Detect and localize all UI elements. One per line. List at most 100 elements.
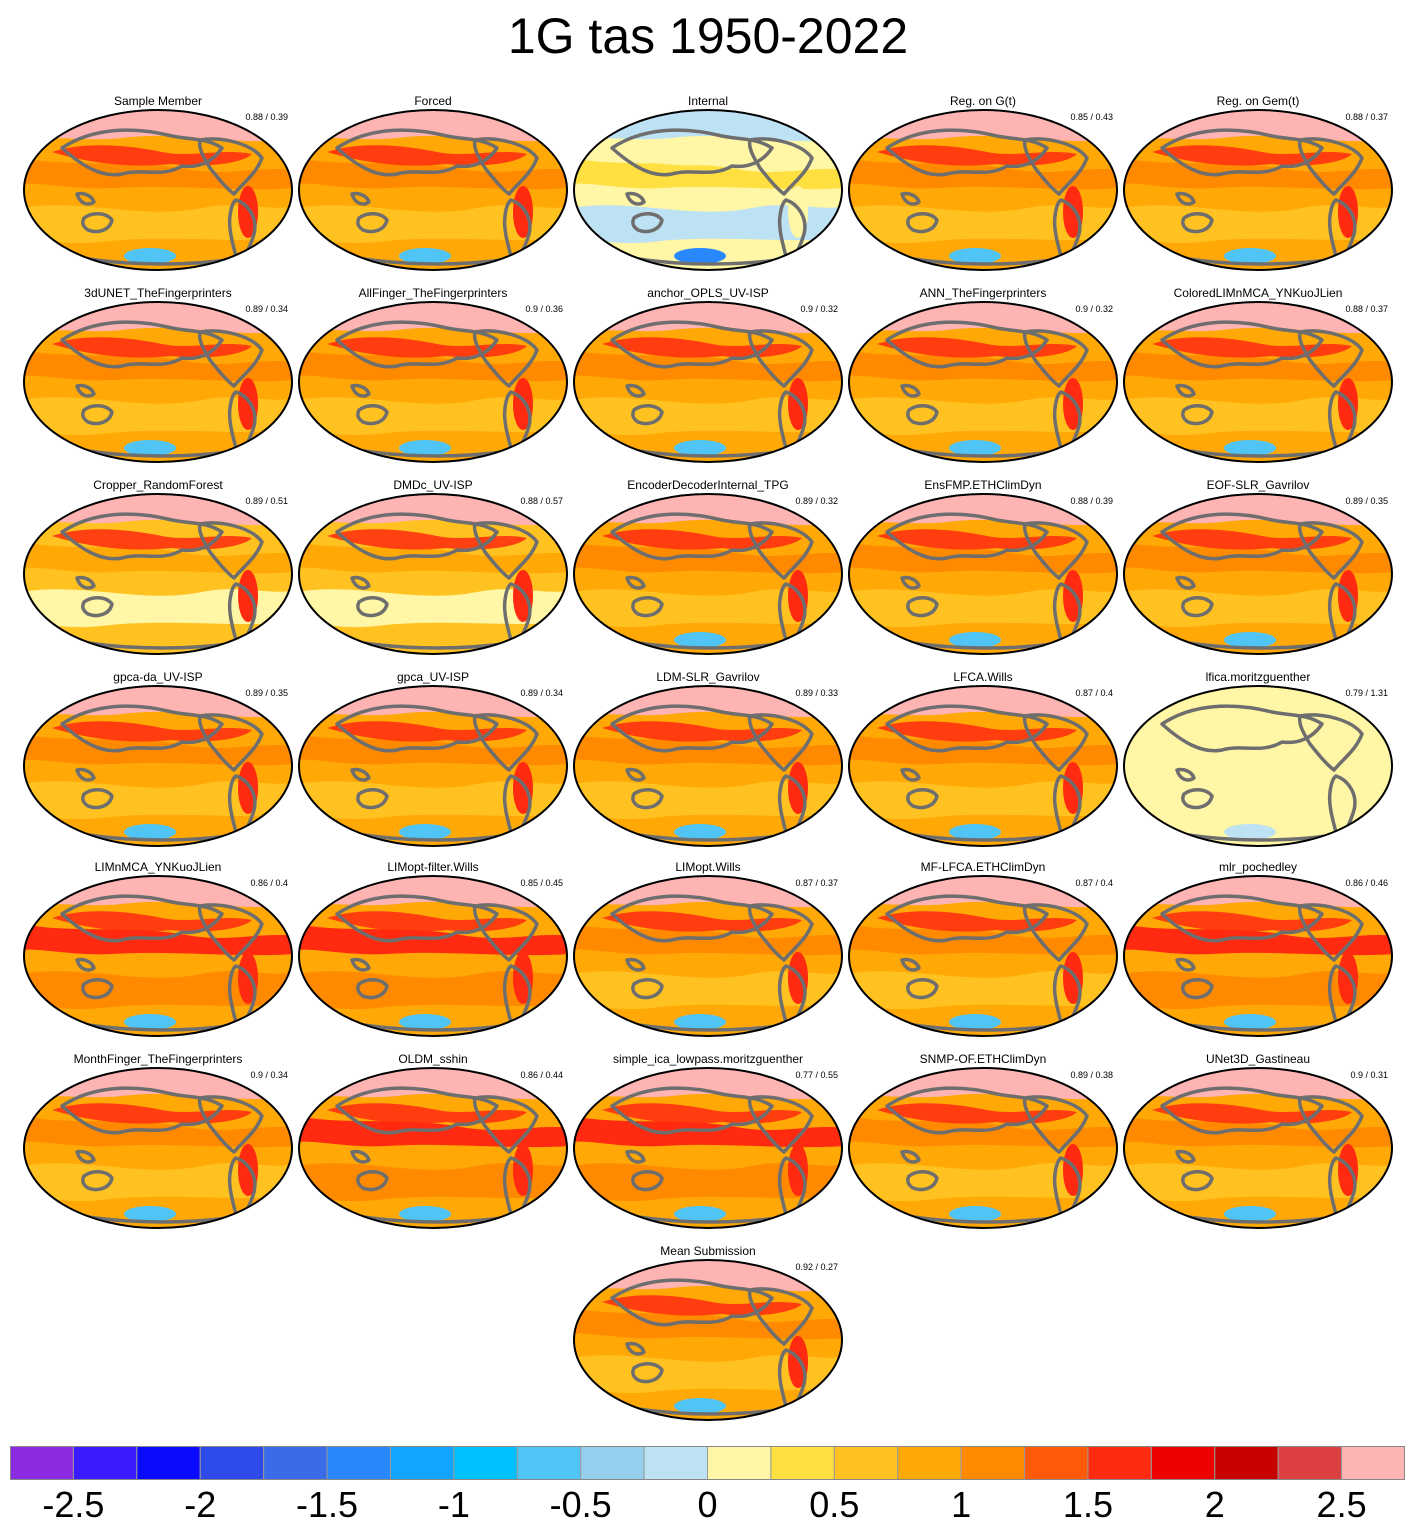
colorbar-swatch xyxy=(580,1446,645,1480)
map-panel: LFCA.Wills 0.87 / 0.4 xyxy=(847,670,1119,850)
map-image xyxy=(573,493,843,655)
colorbar-swatch xyxy=(136,1446,201,1480)
panel-score: 0.87 / 0.4 xyxy=(1075,688,1113,698)
map-panel: Mean Submission 0.92 / 0.27 xyxy=(572,1244,844,1424)
panel-score: 0.89 / 0.35 xyxy=(245,688,288,698)
map-panel: simple_ica_lowpass.moritzguenther 0.77 / … xyxy=(572,1052,844,1232)
map-image xyxy=(1123,109,1393,271)
map-image xyxy=(23,1067,293,1229)
colorbar-swatch xyxy=(1024,1446,1089,1480)
map-panel: gpca-da_UV-ISP 0.89 / 0.35 xyxy=(22,670,294,850)
colorbar-tick-label: -2 xyxy=(184,1484,217,1525)
map-panel: Internal xyxy=(572,94,844,274)
panel-title: Internal xyxy=(687,94,729,108)
colorbar-swatch xyxy=(833,1446,899,1480)
panel-title: Sample Member xyxy=(113,94,203,108)
map-image xyxy=(1123,875,1393,1037)
panel-title: Mean Submission xyxy=(660,1244,756,1258)
panel-title: LFCA.Wills xyxy=(953,670,1013,684)
colorbar-tick-label: 2 xyxy=(1204,1484,1225,1525)
colorbar xyxy=(10,1446,1405,1480)
map-image xyxy=(848,685,1118,847)
map-image xyxy=(298,875,568,1037)
panel-title: LIMnMCA_YNKuoJLien xyxy=(94,860,222,874)
map-image xyxy=(298,493,568,655)
colorbar-swatch xyxy=(1150,1446,1216,1480)
panel-title: DMDc_UV-ISP xyxy=(393,478,473,492)
panel-title: EnsFMP.ETHClimDyn xyxy=(924,478,1042,492)
colorbar-swatch xyxy=(199,1446,265,1480)
colorbar-swatch xyxy=(1341,1446,1405,1480)
colorbar-swatch xyxy=(516,1446,582,1480)
panel-score: 0.85 / 0.45 xyxy=(520,878,563,888)
map-image xyxy=(1123,301,1393,463)
panel-title: mlr_pochedley xyxy=(1218,860,1298,874)
panel-score: 0.85 / 0.43 xyxy=(1070,112,1113,122)
figure-title: 1G tas 1950-2022 xyxy=(507,8,909,64)
map-panel: LDM-SLR_Gavrilov 0.89 / 0.33 xyxy=(572,670,844,850)
panel-title: gpca-da_UV-ISP xyxy=(113,670,203,684)
map-image xyxy=(298,1067,568,1229)
map-panel: EOF-SLR_Gavrilov 0.89 / 0.35 xyxy=(1122,478,1394,658)
map-panel: Reg. on G(t) 0.85 / 0.43 xyxy=(847,94,1119,274)
panel-score: 0.9 / 0.32 xyxy=(800,304,838,314)
colorbar-labels: -2.5 -2 -1.5 -1 -0.5 0 0.5 1 1.5 2 2.5 xyxy=(0,1484,1416,1528)
panel-score: 0.88 / 0.37 xyxy=(1345,304,1388,314)
map-panel: DMDc_UV-ISP 0.88 / 0.57 xyxy=(297,478,569,658)
panel-title: Forced xyxy=(414,94,452,108)
colorbar-swatch xyxy=(10,1446,74,1480)
colorbar-swatch xyxy=(770,1446,835,1480)
panel-score: 0.77 / 0.55 xyxy=(795,1070,838,1080)
map-image xyxy=(298,109,568,271)
map-panel: ColoredLIMnMCA_YNKuoJLien 0.88 / 0.37 xyxy=(1122,286,1394,466)
map-panel: lfica.moritzguenther 0.79 / 1.31 xyxy=(1122,670,1394,850)
panel-score: 0.86 / 0.44 xyxy=(520,1070,563,1080)
panel-title: lfica.moritzguenther xyxy=(1205,670,1311,684)
map-image xyxy=(23,493,293,655)
map-panel: ANN_TheFingerprinters 0.9 / 0.32 xyxy=(847,286,1119,466)
panel-score: 0.92 / 0.27 xyxy=(795,1262,838,1272)
panel-score: 0.87 / 0.37 xyxy=(795,878,838,888)
map-panel: Reg. on Gem(t) 0.88 / 0.37 xyxy=(1122,94,1394,274)
panel-title: OLDM_sshin xyxy=(398,1052,468,1066)
panel-score: 0.9 / 0.31 xyxy=(1350,1070,1388,1080)
map-image xyxy=(1123,493,1393,655)
map-panel: LIMopt.Wills 0.87 / 0.37 xyxy=(572,860,844,1040)
colorbar-tick-label: -0.5 xyxy=(549,1484,612,1525)
colorbar-swatch xyxy=(1214,1446,1279,1480)
panel-title: anchor_OPLS_UV-ISP xyxy=(647,286,769,300)
map-image xyxy=(848,109,1118,271)
colorbar-tick-label: 1.5 xyxy=(1062,1484,1113,1525)
map-image xyxy=(23,301,293,463)
map-image xyxy=(573,301,843,463)
map-image xyxy=(848,493,1118,655)
panel-grid: Sample Member 0.88 / 0.39 Forced Internal Re… xyxy=(22,94,1394,1421)
map-panel: LIMopt-filter.Wills 0.85 / 0.45 xyxy=(297,860,569,1040)
map-image xyxy=(1123,1067,1393,1229)
colorbar-swatch xyxy=(326,1446,391,1480)
panel-score: 0.89 / 0.35 xyxy=(1345,496,1388,506)
panel-score: 0.9 / 0.36 xyxy=(525,304,563,314)
panel-score: 0.88 / 0.39 xyxy=(245,112,288,122)
panel-title: SNMP-OF.ETHClimDyn xyxy=(919,1052,1047,1066)
panel-title: LDM-SLR_Gavrilov xyxy=(656,670,760,684)
panel-title: LIMopt.Wills xyxy=(675,860,741,874)
panel-score: 0.89 / 0.34 xyxy=(520,688,563,698)
colorbar-swatch xyxy=(1277,1446,1343,1480)
map-panel: Forced xyxy=(297,94,569,274)
panel-title: ColoredLIMnMCA_YNKuoJLien xyxy=(1173,286,1343,300)
map-image xyxy=(573,109,843,271)
map-panel: EncoderDecoderInternal_TPG 0.89 / 0.32 xyxy=(572,478,844,658)
map-image xyxy=(573,1067,843,1229)
panel-score: 0.89 / 0.32 xyxy=(795,496,838,506)
map-panel: gpca_UV-ISP 0.89 / 0.34 xyxy=(297,670,569,850)
colorbar-tick-label: -1 xyxy=(437,1484,470,1525)
colorbar-tick-label: 0.5 xyxy=(809,1484,860,1525)
map-image xyxy=(298,685,568,847)
colorbar-tick-label: 1 xyxy=(951,1484,972,1525)
colorbar-swatch xyxy=(453,1446,518,1480)
map-image xyxy=(1123,685,1393,847)
map-panel: EnsFMP.ETHClimDyn 0.88 / 0.39 xyxy=(847,478,1119,658)
map-panel: Cropper_RandomForest 0.89 / 0.51 xyxy=(22,478,294,658)
map-image xyxy=(848,1067,1118,1229)
